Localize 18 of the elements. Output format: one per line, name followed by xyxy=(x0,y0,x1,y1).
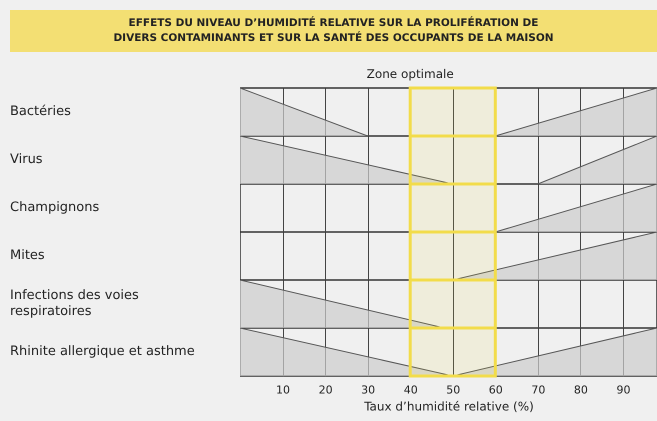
y-axis-title: Bactéries xyxy=(10,103,72,121)
y-axis-title: Virus xyxy=(10,151,44,169)
x-tick-label: 70 xyxy=(531,384,546,396)
chart-title: EFFETS DU NIVEAU D’HUMIDITÉ RELATIVE SUR LA PROLIFÉRATION DE DIVERS CONTAMINANTS ET SUR LA SANTÉ DES OCCUPANTS DE LA MAISON xyxy=(113,17,554,44)
y-axis-title: Champignons xyxy=(10,199,100,217)
x-tick-label: 20 xyxy=(318,384,333,396)
x-tick-label: 40 xyxy=(404,384,418,396)
y-axis-title: Infections des voies respiratoires xyxy=(10,287,140,321)
x-tick-label: 90 xyxy=(616,384,630,396)
x-tick-label: 80 xyxy=(574,384,588,396)
band-label: Zone optimale xyxy=(366,67,454,81)
x-tick-label: 60 xyxy=(488,384,503,396)
x-axis-title: Taux d’humidité relative (%) xyxy=(363,400,534,414)
y-axis-title: Rhinite allergique et asthme xyxy=(10,343,196,361)
x-tick-label: 30 xyxy=(361,384,376,396)
y-axis-title: Mites xyxy=(10,247,46,265)
x-tick-label: 50 xyxy=(446,384,460,396)
x-tick-label: 10 xyxy=(276,384,290,396)
